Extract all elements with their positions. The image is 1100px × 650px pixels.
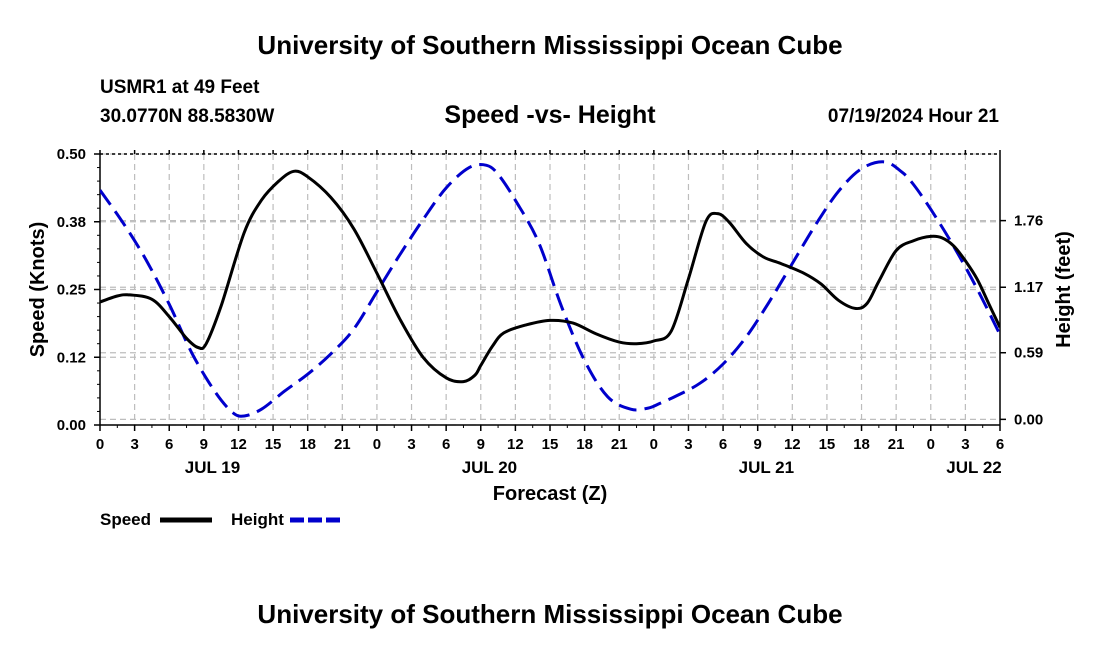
y2-tick-label: 0.59: [1014, 345, 1043, 362]
x-tick-label: 12: [784, 436, 801, 453]
y2-tick-label: 1.17: [1014, 279, 1043, 296]
x-tick-label: 6: [165, 436, 173, 453]
x-tick-label: 3: [684, 436, 692, 453]
x-tick-label: 0: [373, 436, 381, 453]
x-tick-label: 18: [853, 436, 870, 453]
station-label: USMR1 at 49 Feet: [100, 77, 260, 98]
date-label: JUL 19: [185, 458, 240, 477]
x-tick-label: 6: [719, 436, 727, 453]
x-tick-label: 6: [442, 436, 450, 453]
station-coordinates: 30.0770N 88.5830W: [100, 106, 275, 127]
date-label: JUL 22: [946, 458, 1001, 477]
y2-tick-label: 1.76: [1014, 213, 1043, 230]
y-tick-label: 0.00: [57, 417, 86, 434]
x-tick-label: 15: [542, 436, 559, 453]
y-tick-label: 0.50: [57, 146, 86, 163]
date-label: JUL 20: [462, 458, 517, 477]
x-tick-label: 0: [96, 436, 104, 453]
x-tick-label: 0: [650, 436, 658, 453]
x-tick-label: 15: [819, 436, 836, 453]
x-tick-label: 21: [611, 436, 628, 453]
x-tick-label: 18: [299, 436, 316, 453]
y-tick-label: 0.25: [57, 282, 86, 299]
legend-label-speed: Speed: [100, 510, 151, 529]
x-tick-label: 3: [407, 436, 415, 453]
x-tick-label: 9: [200, 436, 208, 453]
x-tick-label: 21: [334, 436, 351, 453]
x-tick-label: 12: [230, 436, 247, 453]
x-axis-title: Forecast (Z): [493, 483, 607, 505]
x-tick-label: 18: [576, 436, 593, 453]
main-title: University of Southern Mississippi Ocean…: [257, 30, 843, 60]
footer-title: University of Southern Mississippi Ocean…: [257, 599, 843, 629]
x-tick-label: 9: [754, 436, 762, 453]
y-tick-label: 0.38: [57, 214, 86, 231]
chart-title: Speed -vs- Height: [444, 101, 656, 129]
x-tick-label: 3: [130, 436, 138, 453]
y-axis-title: Speed (Knots): [27, 222, 49, 358]
speed-series-line: [100, 169, 1000, 384]
date-label: JUL 21: [739, 458, 794, 477]
legend-label-height: Height: [231, 510, 284, 529]
y2-axis-title: Height (feet): [1053, 231, 1075, 348]
x-tick-label: 3: [961, 436, 969, 453]
y-tick-label: 0.12: [57, 349, 86, 366]
y2-tick-label: 0.00: [1014, 411, 1043, 428]
x-tick-label: 12: [507, 436, 524, 453]
x-tick-label: 6: [996, 436, 1004, 453]
x-tick-label: 0: [927, 436, 935, 453]
forecast-datetime: 07/19/2024 Hour 21: [827, 106, 999, 127]
height-series-line: [100, 160, 1000, 418]
x-tick-label: 9: [477, 436, 485, 453]
x-tick-label: 15: [265, 436, 282, 453]
x-tick-label: 21: [888, 436, 905, 453]
